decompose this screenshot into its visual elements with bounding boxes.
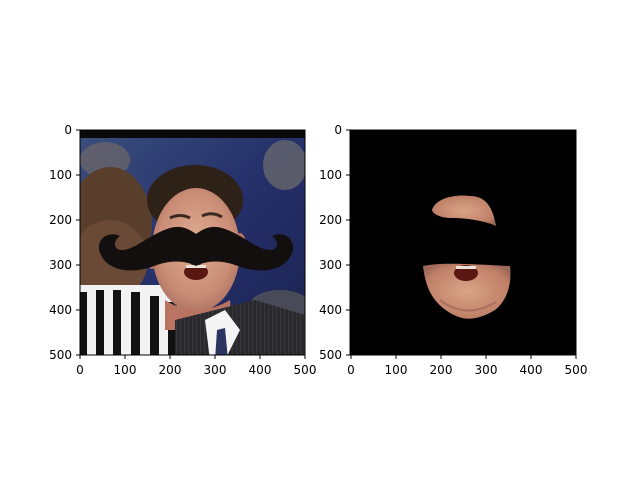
x-tick-label: 300 — [475, 363, 498, 377]
left-axes-frame — [79, 129, 306, 356]
y-tick-label: 200 — [319, 213, 342, 227]
y-tick-label: 0 — [64, 123, 72, 137]
y-tick-label: 300 — [49, 258, 72, 272]
y-tick-label: 100 — [49, 168, 72, 182]
y-tick-label: 400 — [49, 303, 72, 317]
right-y-axis — [346, 129, 350, 356]
x-tick-label: 300 — [204, 363, 227, 377]
y-tick-label: 400 — [319, 303, 342, 317]
right-x-axis — [350, 355, 577, 359]
y-tick-label: 200 — [49, 213, 72, 227]
left-panel: 0 100 200 300 400 500 0 100 200 300 400 … — [49, 123, 316, 377]
right-axes-frame — [349, 129, 577, 356]
x-tick-label: 200 — [159, 363, 182, 377]
y-tick-label: 500 — [49, 348, 72, 362]
right-image — [350, 130, 576, 355]
left-x-tick-labels: 0 100 200 300 400 500 — [76, 363, 316, 377]
left-x-axis — [79, 355, 306, 359]
x-tick-label: 500 — [565, 363, 588, 377]
x-tick-label: 100 — [114, 363, 137, 377]
x-tick-label: 200 — [430, 363, 453, 377]
x-tick-label: 100 — [385, 363, 408, 377]
y-tick-label: 300 — [319, 258, 342, 272]
x-tick-label: 500 — [294, 363, 317, 377]
left-y-tick-labels: 0 100 200 300 400 500 — [49, 123, 72, 362]
left-y-axis — [76, 129, 80, 356]
y-tick-label: 500 — [319, 348, 342, 362]
forehead-patch — [432, 195, 496, 226]
mustache-overlay — [98, 226, 294, 271]
left-image — [80, 130, 305, 355]
x-tick-label: 0 — [347, 363, 355, 377]
y-tick-label: 100 — [319, 168, 342, 182]
right-x-tick-labels: 0 100 200 300 400 500 — [347, 363, 587, 377]
right-y-tick-labels: 0 100 200 300 400 500 — [319, 123, 342, 362]
x-tick-label: 0 — [76, 363, 84, 377]
x-tick-label: 400 — [249, 363, 272, 377]
x-tick-label: 400 — [520, 363, 543, 377]
y-tick-label: 0 — [334, 123, 342, 137]
right-panel: 0 100 200 300 400 500 0 100 200 300 400 … — [319, 123, 587, 377]
